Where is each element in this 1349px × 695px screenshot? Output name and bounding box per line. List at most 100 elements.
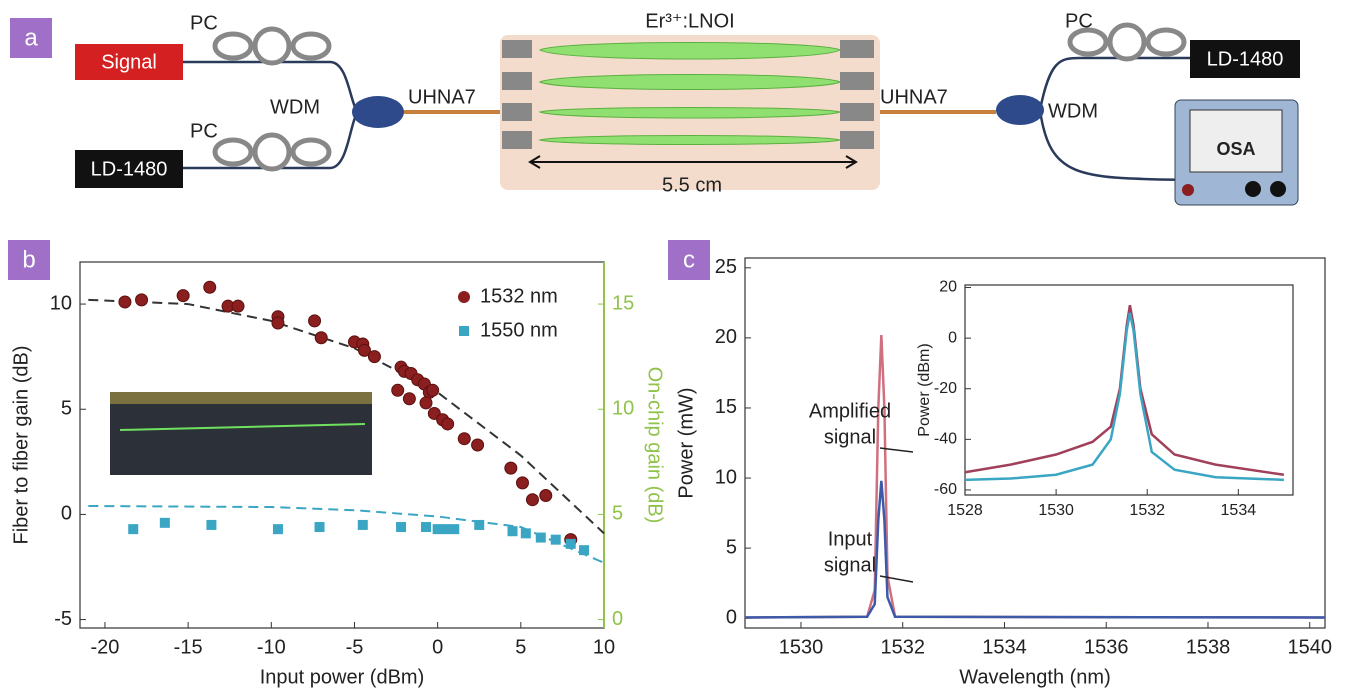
point	[525, 493, 539, 507]
point	[391, 383, 405, 397]
point	[535, 532, 546, 543]
x-tick-label: -10	[257, 636, 286, 658]
knob	[1245, 181, 1261, 197]
legend-marker	[459, 326, 469, 336]
pump-label: LD-1480	[91, 158, 168, 180]
annotation-arrow	[879, 575, 914, 583]
fiber-label: UHNA7	[880, 86, 948, 108]
point	[159, 517, 170, 528]
point	[203, 280, 217, 294]
y-axis-label: Fiber to fiber gain (dB)	[10, 346, 32, 545]
series-line	[744, 480, 1326, 619]
wdm	[352, 96, 404, 128]
point	[539, 488, 553, 502]
pump-box	[75, 150, 183, 188]
panel-label: b	[22, 246, 35, 273]
x-tick-label: 0	[432, 636, 443, 658]
panel-badge	[10, 18, 52, 58]
x-tick-label: 1534	[982, 636, 1027, 658]
point	[565, 538, 576, 549]
point	[579, 545, 590, 556]
point	[504, 461, 518, 475]
point	[550, 534, 561, 545]
point	[471, 438, 485, 452]
signal-label: Signal	[101, 51, 157, 73]
wdm-label: WDM	[1048, 100, 1098, 122]
panel-badge	[668, 240, 710, 280]
fiber	[1038, 109, 1191, 182]
knob	[1182, 184, 1194, 196]
point	[128, 524, 139, 535]
x-tick-label: 1540	[1287, 636, 1332, 658]
knob	[1270, 181, 1286, 197]
x-tick-label: 1536	[1084, 636, 1129, 658]
x-tick-label: 1528	[947, 502, 983, 519]
length-arrow	[528, 155, 858, 169]
annotation: Amplified	[809, 400, 891, 422]
annotation: signal	[824, 426, 876, 448]
waveguides	[538, 42, 842, 145]
point	[308, 314, 322, 328]
point	[272, 524, 283, 535]
point	[440, 524, 451, 535]
y-tick-label: -60	[934, 481, 957, 498]
x-tick-label: 1532	[880, 636, 925, 658]
chip-label: Er³⁺:LNOI	[645, 10, 734, 32]
point	[421, 522, 432, 533]
wdm	[996, 95, 1044, 125]
annotation: signal	[824, 554, 876, 576]
y-tick-label: -5	[54, 608, 72, 630]
y-tick-label: -40	[934, 431, 957, 448]
x-axis-label: Wavelength (nm)	[959, 666, 1111, 688]
y-tick-label: 5	[61, 398, 72, 420]
photo-waveguide	[119, 423, 366, 431]
couplers	[502, 40, 874, 149]
y2-tick-label: 0	[612, 608, 623, 630]
legend-marker	[458, 291, 470, 303]
point	[314, 331, 328, 345]
x-tick-label: 1530	[1038, 502, 1074, 519]
point	[176, 289, 190, 303]
pc-label: PC	[190, 120, 218, 142]
photo	[110, 392, 372, 404]
point	[231, 299, 245, 313]
fiber	[1038, 56, 1190, 111]
point	[396, 522, 407, 533]
point	[520, 528, 531, 539]
pc-coils	[212, 26, 332, 172]
x-tick-label: -20	[90, 636, 119, 658]
y-tick-label: -20	[934, 380, 957, 397]
y-axis-label: Power (mW)	[675, 387, 697, 498]
pump-label: LD-1480	[1207, 48, 1284, 70]
x-tick-label: 5	[515, 636, 526, 658]
legend-label: 1532 nm	[480, 285, 558, 307]
point	[135, 293, 149, 307]
y-tick-label: 10	[50, 292, 72, 314]
y-tick-label: 10	[715, 466, 737, 488]
y-tick-label: 20	[715, 326, 737, 348]
photo	[110, 392, 372, 475]
y-tick-label: 20	[939, 279, 957, 296]
osa-screen	[1189, 109, 1283, 173]
x-tick-label: 10	[593, 636, 615, 658]
y-tick-label: 0	[948, 329, 957, 346]
panel-label: c	[683, 246, 695, 273]
point	[367, 350, 381, 364]
x-tick-label: -5	[346, 636, 364, 658]
x-axis-label: Input power (dBm)	[260, 666, 425, 688]
point	[426, 383, 440, 397]
y-axis-label: Power (dBm)	[916, 343, 933, 436]
plot-frame	[744, 257, 1326, 629]
point	[314, 522, 325, 533]
pc-label: PC	[190, 12, 218, 34]
fiber-label: UHNA7	[408, 86, 476, 108]
point	[507, 526, 518, 537]
panel-label: a	[24, 24, 38, 51]
point	[515, 476, 529, 490]
point	[419, 396, 433, 410]
point	[206, 519, 217, 530]
point	[441, 417, 455, 431]
point	[357, 343, 371, 357]
point	[449, 524, 460, 535]
